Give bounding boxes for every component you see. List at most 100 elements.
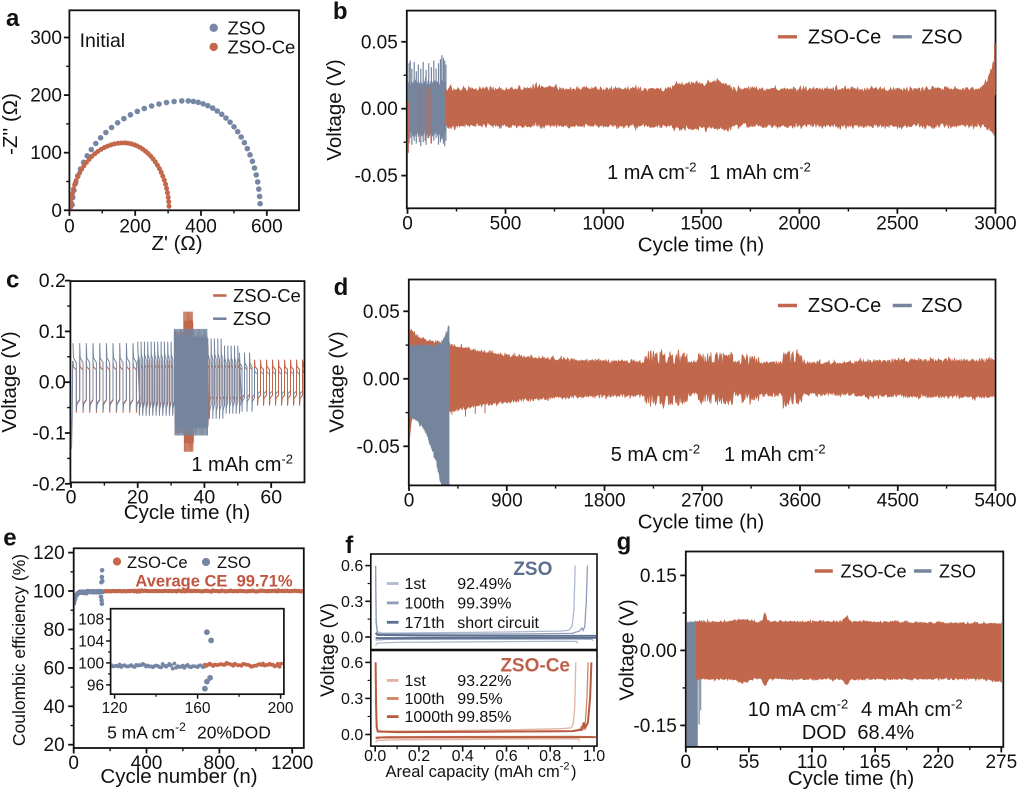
- svg-text:2500: 2500: [876, 213, 918, 234]
- svg-text:20: 20: [127, 486, 149, 508]
- svg-text:400: 400: [185, 216, 217, 237]
- svg-text:100th: 100th: [405, 595, 445, 612]
- svg-text:0.00: 0.00: [640, 641, 677, 662]
- svg-text:0.8: 0.8: [539, 748, 561, 765]
- svg-text:800: 800: [204, 753, 236, 774]
- svg-text:110: 110: [797, 752, 827, 773]
- svg-text:4500: 4500: [877, 490, 919, 511]
- svg-text:99.85%: 99.85%: [457, 709, 511, 726]
- svg-text:220: 220: [922, 752, 954, 773]
- svg-text:0.0: 0.0: [341, 727, 363, 744]
- svg-text:0: 0: [64, 216, 75, 237]
- svg-text:ZSO: ZSO: [228, 18, 266, 39]
- svg-text:ZSO: ZSO: [939, 562, 976, 582]
- svg-text:200: 200: [30, 86, 62, 107]
- svg-text:DOD 68.4%: DOD 68.4%: [802, 722, 914, 744]
- svg-text:0.3: 0.3: [341, 594, 363, 611]
- svg-text:Coulombic efficiency (%): Coulombic efficiency (%): [9, 554, 29, 746]
- svg-text:1500: 1500: [680, 213, 722, 234]
- svg-text:0.0: 0.0: [39, 372, 66, 394]
- svg-text:ZSO: ZSO: [217, 554, 251, 572]
- svg-text:0.05: 0.05: [363, 302, 400, 323]
- svg-text:0: 0: [68, 753, 79, 774]
- svg-text:120: 120: [33, 543, 65, 564]
- svg-text:-0.1: -0.1: [32, 423, 66, 445]
- svg-text:0.6: 0.6: [341, 558, 363, 575]
- svg-text:1.0: 1.0: [583, 748, 605, 765]
- svg-text:400: 400: [131, 753, 163, 774]
- svg-text:0.1: 0.1: [39, 321, 66, 343]
- svg-text:2000: 2000: [778, 213, 820, 234]
- svg-text:ZSO-Ce: ZSO-Ce: [808, 295, 881, 317]
- svg-text:104: 104: [78, 634, 104, 651]
- svg-text:0.6: 0.6: [341, 655, 363, 672]
- svg-text:ZSO-Ce: ZSO-Ce: [500, 656, 570, 677]
- svg-text:200: 200: [268, 700, 294, 717]
- svg-text:0.0: 0.0: [341, 630, 363, 647]
- svg-text:d: d: [334, 274, 349, 301]
- svg-text:Average CE 99.71%: Average CE 99.71%: [135, 573, 292, 591]
- svg-text:g: g: [617, 529, 632, 556]
- svg-text:1 mA cm-2 1 mAh cm-2: 1 mA cm-2 1 mAh cm-2: [607, 160, 812, 185]
- svg-text:3600: 3600: [779, 490, 821, 511]
- svg-text:ZSO: ZSO: [921, 295, 962, 317]
- svg-text:165: 165: [859, 752, 891, 773]
- svg-text:0.0: 0.0: [364, 748, 386, 765]
- svg-text:1st: 1st: [405, 576, 427, 593]
- svg-text:Voltage (V): Voltage (V): [323, 59, 346, 160]
- svg-text:0: 0: [681, 752, 692, 773]
- svg-text:ZSO-Ce: ZSO-Ce: [808, 26, 881, 48]
- svg-text:55: 55: [738, 752, 759, 773]
- svg-text:Voltage (V): Voltage (V): [326, 331, 349, 432]
- svg-text:Cycle time (h): Cycle time (h): [638, 511, 764, 534]
- svg-text:0.00: 0.00: [363, 369, 400, 390]
- svg-text:300: 300: [30, 28, 62, 49]
- svg-text:0.3: 0.3: [341, 691, 363, 708]
- svg-text:Voltage (V): Voltage (V): [616, 599, 639, 700]
- svg-text:80: 80: [44, 620, 65, 641]
- svg-text:99.39%: 99.39%: [457, 595, 511, 612]
- svg-text:100: 100: [30, 143, 62, 164]
- svg-text:0: 0: [66, 486, 77, 508]
- svg-text:275: 275: [985, 752, 1017, 773]
- svg-text:0.05: 0.05: [361, 32, 398, 53]
- svg-text:93.22%: 93.22%: [457, 673, 511, 690]
- svg-text:1 mAh cm-2: 1 mAh cm-2: [191, 452, 294, 477]
- svg-text:ZSO: ZSO: [513, 559, 552, 580]
- svg-text:900: 900: [491, 490, 523, 511]
- svg-text:0: 0: [402, 213, 413, 234]
- svg-text:171th: 171th: [405, 615, 445, 632]
- svg-text:Cycle time (h): Cycle time (h): [124, 501, 250, 524]
- svg-text:ZSO-Ce: ZSO-Ce: [841, 562, 907, 582]
- svg-text:1200: 1200: [271, 753, 313, 774]
- svg-text:0.6: 0.6: [495, 748, 517, 765]
- svg-text:100: 100: [78, 655, 104, 672]
- svg-text:-Z'' (Ω): -Z'' (Ω): [0, 93, 22, 155]
- svg-text:100: 100: [33, 582, 65, 603]
- svg-text:3000: 3000: [974, 213, 1016, 234]
- svg-text:1000th: 1000th: [405, 709, 454, 726]
- svg-text:b: b: [333, 0, 348, 25]
- svg-text:2700: 2700: [681, 490, 723, 511]
- svg-text:0.2: 0.2: [408, 748, 430, 765]
- svg-text:92.49%: 92.49%: [457, 576, 511, 593]
- svg-text:a: a: [6, 5, 20, 32]
- svg-text:1st: 1st: [405, 673, 427, 690]
- svg-text:ZSO: ZSO: [921, 26, 962, 48]
- svg-text:0: 0: [404, 490, 415, 511]
- svg-text:Voltage (V): Voltage (V): [0, 331, 21, 432]
- svg-text:f: f: [345, 532, 354, 559]
- svg-text:10 mA cm-2 4 mAh cm-2: 10 mA cm-2 4 mAh cm-2: [748, 697, 965, 722]
- svg-text:40: 40: [44, 697, 65, 718]
- svg-text:-0.05: -0.05: [354, 166, 397, 187]
- svg-text:600: 600: [251, 216, 283, 237]
- svg-text:0.00: 0.00: [361, 99, 398, 120]
- svg-text:0: 0: [51, 201, 62, 222]
- svg-text:0.2: 0.2: [39, 270, 66, 292]
- svg-text:Cycle time (h): Cycle time (h): [788, 767, 914, 790]
- svg-text:5 mA cm-2 20%DOD: 5 mA cm-2 20%DOD: [107, 720, 271, 743]
- svg-text:1000: 1000: [582, 213, 624, 234]
- svg-text:0.15: 0.15: [640, 566, 677, 587]
- svg-text:60: 60: [44, 658, 65, 679]
- svg-text:120: 120: [102, 700, 128, 717]
